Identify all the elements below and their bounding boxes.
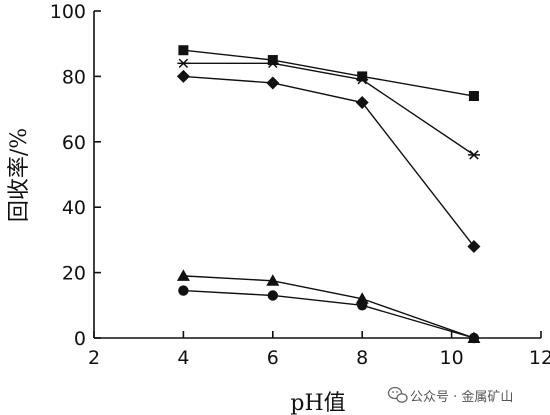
triangle-marker — [355, 292, 369, 304]
star-marker — [356, 74, 369, 85]
series-line — [183, 62, 475, 156]
square-marker — [357, 71, 368, 82]
y-tick-label: 100 — [50, 1, 86, 23]
series-layer — [176, 45, 481, 344]
square-marker — [267, 55, 278, 66]
circle-marker — [468, 332, 480, 344]
star-marker — [266, 58, 279, 69]
x-tick-label: 12 — [529, 347, 550, 369]
x-tick-label: 8 — [356, 347, 368, 369]
series-triangle — [176, 269, 481, 343]
series-diamond — [176, 69, 481, 253]
series-circle — [178, 285, 480, 344]
y-tick-label: 40 — [62, 197, 86, 219]
x-tick-label: 4 — [177, 347, 189, 369]
series-square — [178, 45, 479, 102]
y-tick-label: 0 — [74, 328, 86, 350]
series-line — [183, 275, 475, 339]
triangle-marker — [266, 274, 280, 286]
circle-marker — [267, 290, 278, 301]
square-marker — [468, 91, 479, 102]
wechat-icon — [387, 386, 408, 403]
diamond-marker — [176, 69, 190, 83]
x-axis-title: pH值 — [290, 391, 345, 415]
x-tick-label: 6 — [267, 347, 279, 369]
series-line — [183, 289, 475, 339]
x-tick-label: 10 — [440, 347, 464, 369]
y-tick-label: 20 — [62, 263, 86, 285]
watermark: 公众号 · 金属矿山 — [387, 386, 513, 405]
circle-marker — [357, 300, 368, 311]
series-line — [183, 49, 475, 97]
watermark-text: 公众号 · 金属矿山 — [410, 389, 513, 405]
series-star — [177, 58, 480, 160]
diamond-marker — [355, 96, 369, 110]
triangle-marker — [176, 269, 190, 281]
axes: 0 20 40 60 80 100 2 4 6 8 10 12 — [50, 1, 550, 369]
series-line — [183, 75, 475, 247]
star-marker — [177, 58, 190, 69]
diamond-marker — [266, 76, 280, 90]
circle-marker — [178, 285, 189, 296]
star-marker — [467, 150, 480, 160]
y-tick-label: 60 — [62, 132, 86, 154]
x-tick-label: 2 — [88, 347, 100, 369]
y-axis-title: 回收率/% — [7, 128, 32, 222]
diamond-marker — [467, 239, 481, 253]
square-marker — [178, 45, 189, 56]
y-tick-label: 80 — [62, 66, 86, 88]
